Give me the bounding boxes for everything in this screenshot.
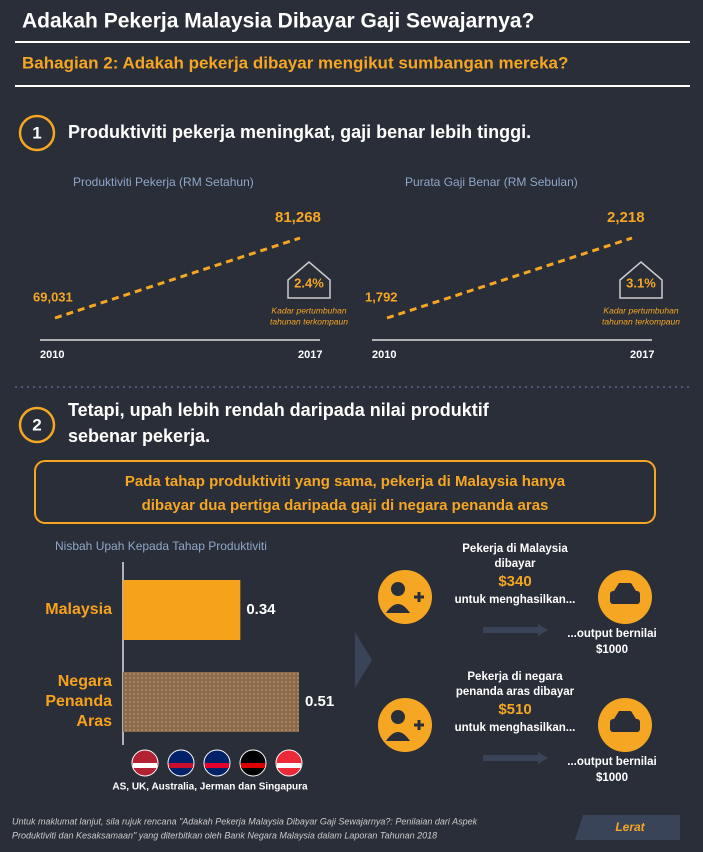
category-label: Negara Penanda Aras — [45, 673, 112, 730]
icon-head — [391, 710, 405, 724]
category-label: Malaysia — [45, 601, 112, 618]
footer-note: Produktiviti dan Kesaksamaan" yang diter… — [12, 830, 437, 840]
badge — [619, 261, 663, 299]
amount: $340 — [498, 573, 531, 590]
flag-stripe — [169, 763, 193, 768]
amount: $510 — [498, 701, 531, 718]
button-shape[interactable] — [575, 815, 680, 840]
section-number: 2 — [32, 415, 41, 434]
x-tick-label: 2010 — [40, 349, 64, 361]
output-text: ...output bernilai — [567, 756, 656, 768]
data-label: 1,792 — [365, 289, 398, 304]
comparison-text: Pekerja di negara — [467, 671, 563, 683]
data-line — [386, 236, 633, 320]
icon-plus — [414, 592, 424, 602]
callout: Pada tahap produktiviti yang sama, peker… — [125, 473, 566, 490]
section-heading: Produktiviti pekerja meningkat, gaji ben… — [68, 122, 531, 142]
chevron — [355, 632, 372, 688]
bar — [123, 672, 299, 732]
section-heading: Tetapi, upah lebih rendah daripada nilai… — [68, 400, 490, 420]
annotation-note: tahunan terkompaun — [270, 316, 348, 326]
data-label: 81,268 — [275, 209, 321, 226]
title: Adakah Pekerja Malaysia Dibayar Gaji Sew… — [22, 10, 534, 33]
data-label: 69,031 — [33, 289, 73, 304]
flag-stripe — [241, 763, 265, 768]
annotation-note: tahunan terkompaun — [602, 316, 680, 326]
annotation-note: Kadar pertumbuhan — [603, 305, 678, 315]
data-line — [54, 236, 301, 320]
x-tick-label: 2017 — [298, 349, 322, 361]
flags-caption: AS, UK, Australia, Jerman dan Singapura — [112, 782, 308, 793]
subtitle: Bahagian 2: Adakah pekerja dibayar mengi… — [22, 53, 568, 72]
arrow-head — [538, 624, 548, 636]
x-tick-label: 2010 — [372, 349, 396, 361]
chart-title: Nisbah Upah Kepada Tahap Produktiviti — [55, 539, 267, 553]
flag-stripe — [205, 763, 229, 768]
bar — [123, 580, 241, 640]
output-text: ...output bernilai — [567, 628, 656, 640]
icon-body — [386, 604, 410, 613]
icon-plus — [414, 720, 424, 730]
data-label: 2,218 — [607, 209, 645, 226]
chart-title: Produktiviti Pekerja (RM Setahun) — [73, 175, 254, 189]
annotation: 2.4% — [294, 275, 324, 290]
callout: dibayar dua pertiga daripada gaji di neg… — [142, 497, 549, 514]
button-label[interactable]: Lerat — [615, 820, 645, 834]
icon-head — [391, 582, 405, 596]
section-number: 1 — [32, 123, 41, 142]
car-body — [610, 719, 640, 732]
comparison-text: penanda aras dibayar — [456, 686, 575, 698]
data-label: 0.51 — [305, 693, 334, 710]
comparison-text: Pekerja di Malaysia — [462, 543, 568, 555]
footer-note: Untuk maklumat lanjut, sila rujuk rencan… — [12, 816, 478, 826]
data-label: 0.34 — [246, 601, 276, 618]
car-body — [610, 591, 640, 604]
section-badge — [18, 114, 56, 152]
next-button[interactable]: Lerat — [575, 815, 680, 840]
callout-box — [34, 460, 656, 524]
output-text: $1000 — [596, 772, 628, 784]
annotation: 3.1% — [626, 275, 656, 290]
section-heading: sebenar pekerja. — [68, 426, 210, 446]
comparison-text: untuk menghasilkan... — [455, 594, 576, 606]
flag-stripe — [277, 763, 301, 768]
car-top — [614, 583, 636, 591]
car-top — [614, 711, 636, 719]
section-badge — [18, 406, 56, 444]
x-tick-label: 2017 — [630, 349, 654, 361]
comparison-text: dibayar — [495, 558, 536, 570]
badge — [287, 261, 331, 299]
annotation-note: Kadar pertumbuhan — [271, 305, 346, 315]
icon-body — [386, 732, 410, 741]
comparison-text: untuk menghasilkan... — [455, 722, 576, 734]
arrow-head — [538, 752, 548, 764]
chart-title: Purata Gaji Benar (RM Sebulan) — [405, 175, 578, 189]
flag-stripe — [133, 763, 157, 768]
output-text: $1000 — [596, 644, 628, 656]
